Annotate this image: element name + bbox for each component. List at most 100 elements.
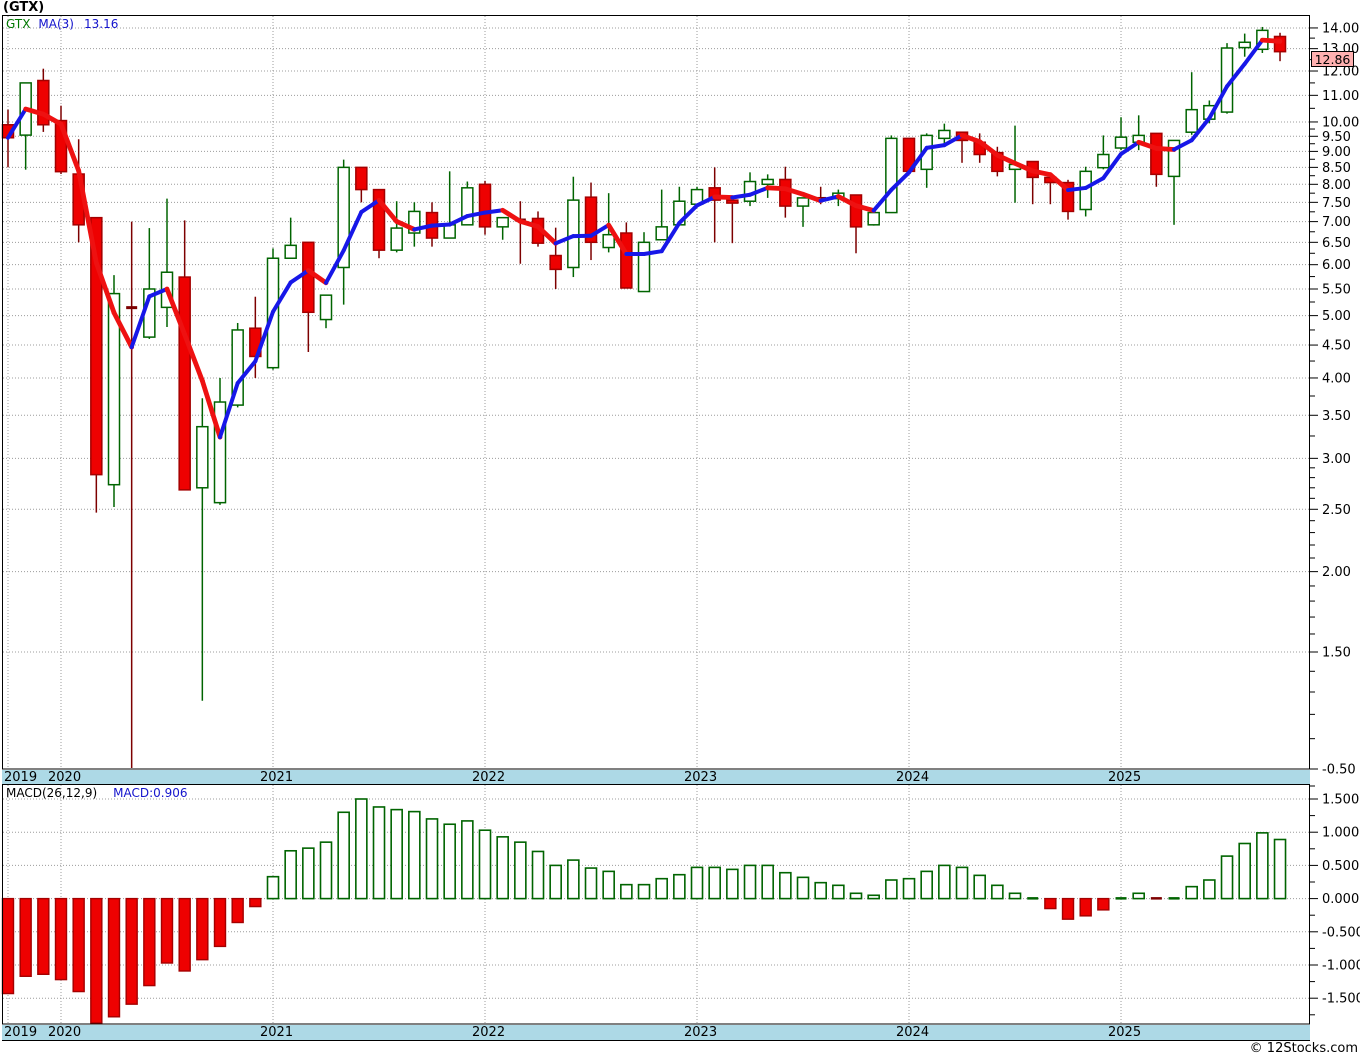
year-label: 2024 — [896, 770, 930, 785]
ma-segment-down — [765, 185, 788, 192]
ma-segment-down — [500, 207, 523, 224]
candle-up — [602, 233, 615, 249]
candle-up — [1114, 136, 1128, 149]
moving-average-line — [6, 37, 1283, 440]
svg-text:0.000: 0.000 — [1322, 892, 1359, 907]
svg-text:2.00: 2.00 — [1322, 565, 1351, 580]
svg-text:-1.500: -1.500 — [1322, 992, 1360, 1007]
ma-segment-down — [800, 191, 824, 204]
candle-down — [708, 187, 721, 201]
svg-text:-0.500: -0.500 — [1322, 925, 1360, 940]
macd-bar-negative — [1061, 897, 1075, 920]
candle-up — [885, 137, 898, 214]
ma-segment-up — [748, 185, 770, 197]
svg-text:1.500: 1.500 — [1322, 793, 1359, 808]
ma-segment-down — [394, 219, 417, 232]
macd-bar-positive — [991, 884, 1004, 900]
ma-segment-down — [93, 260, 117, 316]
doji-dash — [126, 306, 138, 310]
ma-segment-up — [1119, 140, 1141, 156]
ticker-symbol: GTX — [6, 17, 31, 31]
ma-segment-up — [412, 223, 435, 232]
macd-bar-positive — [955, 866, 969, 900]
candle-up — [867, 211, 880, 226]
ma-segment-up — [1189, 116, 1212, 143]
candlesticks — [1, 26, 1287, 768]
candle-down — [1150, 132, 1163, 176]
ma-segment-up — [324, 248, 346, 285]
ma-segment-up — [253, 309, 276, 364]
macd-flat-bar — [1150, 897, 1162, 900]
macd-bar-negative — [213, 897, 227, 948]
ma-segment-up — [1083, 176, 1106, 190]
year-label: 2021 — [260, 1025, 294, 1040]
macd-bar-positive — [337, 811, 350, 900]
ma-segment-down — [712, 194, 735, 200]
ma-segment-down — [959, 133, 983, 145]
candle-up — [1097, 153, 1110, 169]
ma-segment-down — [517, 218, 541, 229]
ma-segment-down — [199, 378, 223, 440]
macd-bar-positive — [920, 870, 933, 900]
svg-text:12.00: 12.00 — [1322, 65, 1359, 80]
ma-label: MA(3) — [38, 17, 74, 31]
ma-segment-down — [1153, 146, 1177, 152]
macd-bar-positive — [973, 874, 986, 900]
candle-up — [337, 166, 350, 269]
ma-segment-down — [23, 106, 46, 117]
svg-text:9.50: 9.50 — [1322, 130, 1351, 145]
ma-segment-up — [1101, 151, 1124, 181]
macd-bar-positive — [266, 875, 280, 900]
ma-segment-up — [907, 145, 929, 175]
ma-segment-down — [164, 286, 188, 337]
macd-bar-positive — [602, 870, 615, 900]
svg-text:9.00: 9.00 — [1322, 145, 1351, 160]
macd-flat-bar — [1027, 897, 1039, 900]
year-label: 2023 — [684, 1025, 718, 1040]
macd-bar-negative — [107, 897, 121, 1018]
macd-bar-positive — [673, 873, 686, 900]
ma-segment-down — [40, 111, 64, 127]
ma-segment-down — [994, 152, 1018, 166]
ma-segment-up — [1225, 61, 1247, 89]
ma-segment-up — [553, 234, 576, 246]
macd-bar-negative — [1097, 897, 1110, 911]
ma-segment-up — [447, 214, 470, 227]
candle-down — [178, 276, 191, 491]
copyright-footer: © 12Stocks.com — [1249, 1041, 1358, 1056]
ma-segment-down — [853, 203, 877, 213]
candle-up — [284, 244, 297, 259]
svg-text:6.00: 6.00 — [1322, 258, 1351, 273]
ma-segment-down — [977, 139, 1000, 158]
ma-segment-down — [535, 224, 559, 246]
candle-down — [1273, 35, 1287, 53]
macd-bar-positive — [302, 847, 315, 900]
macd-bar-positive — [584, 867, 598, 900]
macd-bar-positive — [390, 808, 403, 900]
x-axis-strip-macd: 2019 2020 2021 2022 2023 2024 2025 — [2, 1025, 1310, 1041]
candle-up — [408, 210, 421, 234]
ma-segment-up — [677, 203, 700, 225]
ma-segment-down — [835, 194, 859, 209]
candle-down — [355, 166, 368, 191]
svg-text:10.00: 10.00 — [1322, 115, 1359, 130]
candle-up — [1167, 139, 1181, 178]
ma-segment-down — [1136, 139, 1159, 151]
svg-text:3.00: 3.00 — [1322, 452, 1351, 467]
macd-bar-positive — [620, 883, 633, 900]
macd-bar-positive — [726, 868, 739, 900]
ma-segment-up — [924, 143, 947, 150]
candle-down — [54, 119, 68, 173]
ma-segment-down — [76, 168, 99, 266]
ma-segment-down — [58, 121, 82, 174]
svg-text:1.000: 1.000 — [1322, 826, 1359, 841]
candle-up — [1079, 170, 1092, 211]
svg-text:3.50: 3.50 — [1322, 409, 1351, 424]
macd-bar-positive — [867, 894, 880, 900]
year-label: 2023 — [684, 770, 718, 785]
page-title: (GTX) — [3, 0, 45, 15]
svg-text:0.500: 0.500 — [1322, 859, 1359, 874]
macd-bar-positive — [1185, 885, 1198, 900]
ma-segment-down — [1012, 160, 1036, 174]
ma-segment-up — [359, 198, 382, 215]
